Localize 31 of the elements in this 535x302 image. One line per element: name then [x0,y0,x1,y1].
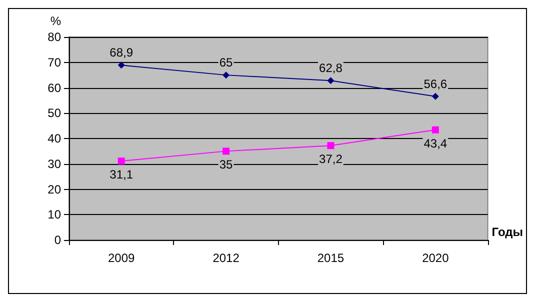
data-label: 65 [219,56,234,70]
point [118,158,125,165]
x-tick-label: 2020 [422,251,450,265]
y-tick-label: 20 [48,182,62,196]
y-tick-label: 40 [48,132,62,146]
x-tick-label: 2015 [317,251,344,265]
point [432,126,439,134]
y-tick-label: 80 [48,30,62,44]
data-label: 43,4 [424,136,448,150]
point [327,142,334,150]
data-label: 68,9 [110,46,134,60]
y-tick-label: 60 [48,80,62,95]
data-label: 31,1 [110,168,134,182]
point [222,72,230,79]
point [432,92,439,100]
x-tick-label: 2012 [212,251,240,265]
point [118,62,125,69]
y-axis-title: % [50,14,62,28]
x-axis-title: Годы [492,225,524,239]
data-label: 62,8 [319,61,343,76]
y-tick-label: 50 [48,106,62,120]
data-label: 56,6 [424,76,448,91]
y-tick-label: 0 [54,233,62,247]
y-tick-label: 70 [48,55,62,70]
point [327,77,334,84]
data-label: 35 [219,158,234,172]
x-tick-label: 2009 [108,251,136,265]
y-tick-label: 10 [48,208,62,222]
point [222,148,230,155]
data-label: 37,2 [319,152,343,166]
y-tick-label: 30 [48,156,62,171]
